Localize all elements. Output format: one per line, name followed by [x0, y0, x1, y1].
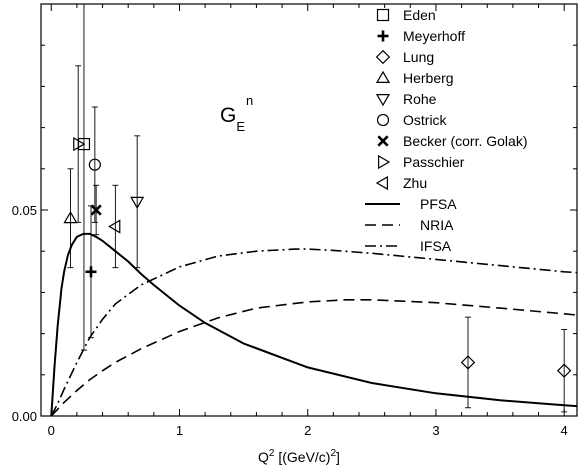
point-passchier-shape	[73, 136, 86, 152]
curve-nria	[50, 299, 578, 417]
legend-marker-eden-shape	[376, 8, 390, 22]
point-zhu-shape	[108, 219, 121, 234]
legend-marker-passchier	[378, 154, 391, 170]
point-ostrick	[88, 158, 101, 171]
annotation-main: G	[220, 104, 236, 127]
legend-marker-lung	[375, 49, 391, 65]
x-tick-label: 1	[176, 423, 183, 438]
legend-label-meyerhoff: Meyerhoff	[403, 28, 465, 44]
point-ostrick-shape	[88, 158, 101, 171]
x-tick-label: 3	[432, 423, 439, 438]
legend-marker-herberg	[375, 70, 391, 84]
point-herberg	[63, 210, 78, 224]
x-axis-title-sup: 2	[269, 448, 275, 459]
legend-label-passchier: Passchier	[403, 154, 465, 170]
data-points	[63, 3, 572, 413]
point-passchier	[73, 136, 86, 152]
physics-annotation: GEn	[220, 93, 253, 134]
legend-marker-ostrick	[376, 113, 390, 127]
legend-marker-becker-corr-golak	[377, 135, 389, 147]
y-tick-label: 0.05	[12, 203, 37, 218]
point-rohe-shape	[130, 196, 145, 210]
legend-marker-passchier-shape	[378, 154, 391, 170]
x-tick-label: 2	[304, 423, 311, 438]
legend-marker-lung-shape	[375, 49, 391, 65]
plot-frame	[40, 3, 578, 417]
point-lung-shape	[460, 355, 476, 370]
annotation-superscript: n	[246, 93, 253, 108]
x-axis-title-base: Q	[258, 449, 269, 465]
x-axis-title-end: ]	[336, 449, 340, 465]
legend-marker-zhu	[375, 175, 388, 191]
legend-label-nria: NRIA	[420, 217, 454, 233]
y-tick-label: 0.00	[12, 409, 37, 424]
legend-label-ostrick: Ostrick	[403, 112, 448, 128]
legend-marker-becker-corr-golak-shape	[377, 135, 389, 147]
axis-ticks	[41, 3, 577, 417]
point-meyerhoff	[85, 266, 97, 278]
point-becker-corr-golak-shape	[90, 204, 102, 216]
x-tick-label: 0	[48, 423, 55, 438]
x-axis-title-rest: [(GeV/c)	[274, 449, 330, 465]
point-lung-shape	[557, 363, 572, 378]
point-lung	[460, 355, 476, 370]
point-zhu	[108, 219, 121, 234]
curve-pfsa	[50, 232, 578, 417]
legend-label-becker-corr-golak: Becker (corr. Golak)	[403, 133, 527, 149]
legend-marker-herberg-shape	[375, 70, 391, 84]
x-axis-title-sup2: 2	[330, 448, 336, 459]
point-lung	[557, 363, 572, 378]
legend-marker-ostrick-shape	[376, 113, 390, 127]
legend-label-lung: Lung	[403, 49, 434, 65]
annotation-subscript: E	[236, 119, 245, 134]
legend-marker-meyerhoff	[377, 30, 389, 42]
x-axis-title: Q2 [(GeV/c)2]	[258, 448, 340, 465]
legend-marker-eden	[376, 8, 390, 22]
legend-marker-rohe	[375, 93, 391, 107]
curve-ifsa	[50, 248, 578, 417]
legend-label-zhu: Zhu	[403, 175, 427, 191]
tick-labels: 0 1 2 3 4 0.00 0.05	[12, 203, 568, 438]
legend: Eden Meyerhoff Lung Herberg Rohe Ostrick Becke…	[365, 7, 527, 254]
legend-marker-rohe-shape	[375, 93, 391, 107]
legend-label-herberg: Herberg	[403, 70, 454, 86]
point-becker-corr-golak	[90, 204, 102, 216]
legend-label-eden: Eden	[403, 7, 436, 23]
legend-label-rohe: Rohe	[403, 91, 437, 107]
legend-marker-zhu-shape	[375, 175, 388, 191]
x-tick-label: 4	[561, 423, 568, 438]
model-curves	[50, 232, 578, 417]
legend-label-ifsa: IFSA	[420, 238, 452, 254]
point-herberg-shape	[63, 210, 78, 224]
point-rohe	[130, 196, 145, 210]
legend-label-pfsa: PFSA	[420, 196, 457, 212]
